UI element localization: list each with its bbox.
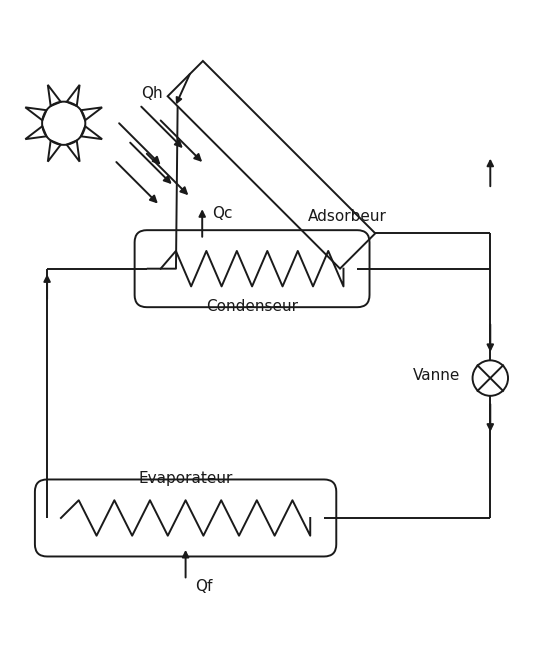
Text: Qf: Qf <box>196 579 213 594</box>
Circle shape <box>473 360 508 396</box>
Text: Evaporateur: Evaporateur <box>138 471 233 486</box>
Text: Condenseur: Condenseur <box>206 299 298 314</box>
Text: Qc: Qc <box>212 207 233 221</box>
Text: Adsorbeur: Adsorbeur <box>307 209 386 224</box>
Text: Qh: Qh <box>141 86 163 101</box>
Text: Vanne: Vanne <box>412 368 460 383</box>
